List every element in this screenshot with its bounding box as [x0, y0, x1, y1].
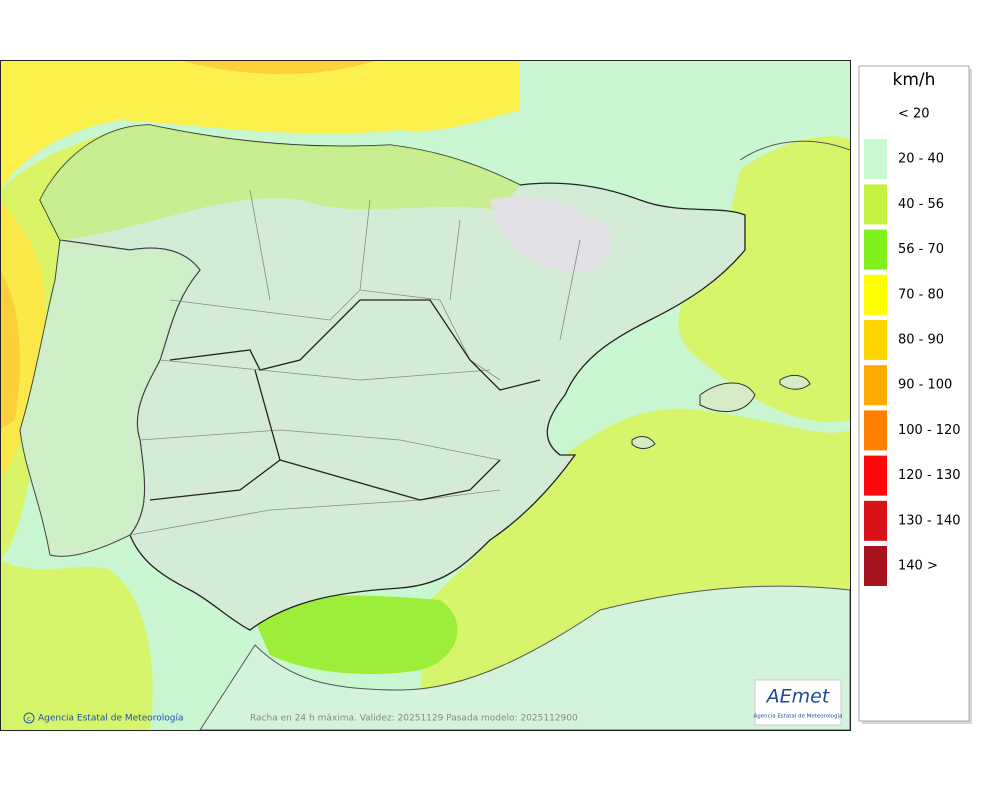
legend-label: 80 - 90 — [898, 333, 944, 348]
legend-label: 40 - 56 — [898, 197, 944, 212]
legend-label: 90 - 100 — [898, 378, 952, 393]
legend-label: 130 - 140 — [898, 513, 961, 528]
legend-swatch — [864, 365, 887, 406]
caption: Racha en 24 h máxima. Validez: 20251129 … — [250, 714, 578, 724]
legend-swatch — [864, 229, 887, 270]
legend-label: 56 - 70 — [898, 242, 944, 257]
legend-items: < 20 20 - 40 40 - 56 56 - 70 70 - 80 80 - 90 9… — [864, 107, 961, 586]
legend-swatch — [864, 139, 887, 180]
logo-subtitle: Agencia Estatal de Meteorología — [754, 713, 843, 720]
legend-label: 100 - 120 — [898, 423, 961, 438]
legend-label: 120 - 130 — [898, 468, 961, 483]
legend-swatch — [864, 455, 887, 496]
legend-swatch — [864, 274, 887, 315]
logo-box — [754, 679, 842, 726]
legend-title: km/h — [893, 70, 936, 90]
credit: Agencia Estatal de Meteorología — [38, 714, 184, 724]
legend-label: 140 > — [898, 559, 938, 574]
legend-label: < 20 — [898, 107, 930, 122]
copyright-c: c — [27, 715, 31, 723]
legend-label: 70 - 80 — [898, 287, 944, 302]
logo-text: AEmet — [765, 686, 831, 708]
map-frame — [0, 60, 851, 731]
map — [0, 60, 850, 730]
legend-swatch — [864, 184, 887, 225]
legend-swatch — [864, 546, 887, 586]
legend-label: 20 - 40 — [898, 152, 944, 167]
legend-swatch — [864, 320, 887, 360]
legend-swatch — [864, 410, 887, 451]
copyright-icon — [23, 712, 35, 724]
legend-swatch — [864, 500, 887, 541]
